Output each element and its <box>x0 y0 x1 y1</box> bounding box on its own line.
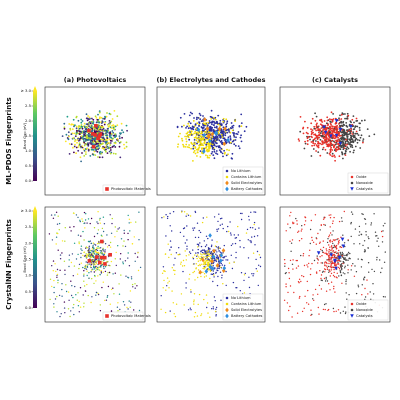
legend-box <box>102 184 144 194</box>
legend-marker <box>350 187 354 191</box>
column-title: (a) Photovoltaics <box>64 76 127 84</box>
legend-label: Contains Lithium <box>231 175 262 179</box>
point-cloud <box>48 211 142 318</box>
colorbar-tick-label: 1.5 <box>25 133 32 138</box>
legend-label: Nonoxide <box>356 308 374 312</box>
colorbar-tick-label: 2.0 <box>25 240 32 245</box>
legend-label: Photovoltaic Materials <box>111 314 151 318</box>
legend-label: Nonoxide <box>356 181 374 185</box>
legend-box <box>222 293 264 321</box>
legend-marker <box>225 307 229 313</box>
legend-label: Photovoltaic Materials <box>111 187 151 191</box>
colorbar-label: Band Gap (eV) <box>23 122 27 149</box>
colorbar-tick-label: 0.5 <box>25 163 32 168</box>
colorbar-tick-label: 0.5 <box>25 289 32 294</box>
colorbar-tick-label: 2.5 <box>25 103 32 108</box>
legend-marker <box>225 175 229 179</box>
row-label: CrystalNN Fingerprints <box>5 219 13 310</box>
colorbar-tick-label: 0.0 <box>25 178 32 183</box>
legend-marker <box>350 175 354 179</box>
colorbar-tick-label: 1.0 <box>25 273 32 278</box>
column-title: (c) Catalysts <box>312 76 358 84</box>
legend-label: Catalysts <box>356 314 373 318</box>
legend-marker <box>225 313 229 319</box>
legend-marker <box>225 302 229 306</box>
legend-marker <box>225 296 229 300</box>
legend-label: Contains Lithium <box>231 302 262 306</box>
column-title: (b) Electrolytes and Cathodes <box>157 76 266 84</box>
legend-label: Oxide <box>356 175 367 179</box>
legend-marker <box>350 181 354 185</box>
colorbar <box>33 91 37 181</box>
colorbar-tick-label: ≥ 3.0 <box>21 208 32 213</box>
legend-label: Catalysts <box>356 187 373 191</box>
legend-marker <box>350 302 354 306</box>
colorbar-tick-label: 2.0 <box>25 118 32 123</box>
legend-marker <box>105 187 109 191</box>
legend-box <box>347 299 389 321</box>
legend-label: Solid Electrolytes <box>231 181 262 185</box>
panel-frame <box>44 206 146 323</box>
legend-marker <box>225 169 229 173</box>
legend-label: No Lithium <box>231 169 251 173</box>
legend-label: Solid Electrolytes <box>231 308 262 312</box>
colorbar-tick-label: 0.0 <box>25 305 32 310</box>
colorbar <box>33 211 37 308</box>
legend-box <box>102 311 144 321</box>
colorbar-tick-label: 2.5 <box>25 224 32 229</box>
legend-marker <box>105 314 109 318</box>
legend-box <box>347 172 389 194</box>
colorbar-tick-label: 1.5 <box>25 257 32 262</box>
colorbar-extend <box>33 86 37 91</box>
legend-label: Oxide <box>356 302 367 306</box>
point-cloud <box>61 110 128 163</box>
legend-label: No Lithium <box>231 296 251 300</box>
colorbar-tick-label: 1.0 <box>25 148 32 153</box>
legend-label: Battery Cathodes <box>231 314 263 318</box>
legend-marker <box>225 180 229 186</box>
colorbar-extend <box>33 206 37 211</box>
legend-marker <box>225 186 229 192</box>
legend-marker <box>350 314 354 318</box>
point-cloud <box>176 109 248 162</box>
colorbar-tick-label: ≥ 3.0 <box>21 88 32 93</box>
point-cloud <box>297 111 376 162</box>
colorbar-label: Band Gap (eV) <box>23 246 27 273</box>
legend-label: Battery Cathodes <box>231 187 263 191</box>
legend-box <box>222 166 264 194</box>
row-label: ML-PDOS Fingerprints <box>5 97 13 184</box>
legend-marker <box>350 308 354 312</box>
